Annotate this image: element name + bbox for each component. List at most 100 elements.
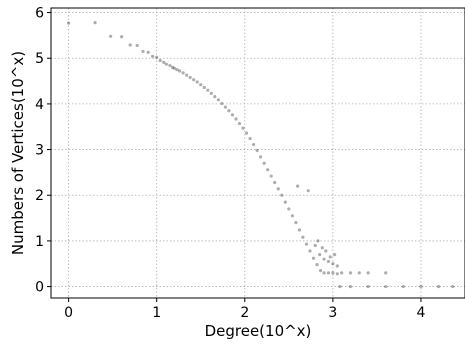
y-tick-label: 6 — [35, 6, 44, 22]
grid — [51, 8, 465, 298]
data-point — [366, 271, 370, 275]
data-point — [244, 131, 249, 135]
y-tick-label: 3 — [35, 143, 44, 159]
data-point — [276, 187, 280, 191]
data-point — [237, 121, 242, 126]
data-point — [326, 271, 331, 275]
data-point — [313, 243, 317, 248]
data-point — [304, 242, 309, 246]
data-point — [199, 83, 203, 87]
data-point — [128, 43, 132, 47]
data-point — [188, 75, 192, 80]
data-point — [170, 65, 175, 69]
x-tick-label: 0 — [64, 305, 73, 321]
data-point — [67, 21, 71, 25]
data-point — [318, 253, 322, 257]
x-tick-label: 1 — [152, 305, 161, 321]
axis-ticks: 0 1 2 3 4 0 1 2 3 4 5 6 — [35, 6, 425, 321]
data-point — [181, 71, 185, 75]
data-point — [335, 264, 339, 268]
data-points — [67, 21, 455, 289]
data-point — [168, 63, 172, 68]
y-axis-title: Numbers of Vertices(10^x) — [9, 51, 27, 255]
data-point — [135, 43, 139, 48]
data-point — [93, 21, 97, 25]
data-point — [241, 126, 245, 130]
data-point — [318, 269, 323, 273]
data-point — [151, 54, 155, 59]
data-point — [252, 142, 256, 147]
data-point — [120, 35, 124, 39]
data-point — [436, 284, 441, 289]
data-point — [192, 78, 196, 82]
data-point — [331, 271, 335, 275]
data-point — [162, 60, 166, 64]
data-point — [223, 105, 228, 109]
data-point — [269, 174, 273, 178]
data-point — [178, 69, 182, 73]
data-point — [315, 263, 319, 267]
data-point — [164, 62, 168, 66]
data-point — [216, 98, 220, 102]
data-point — [259, 155, 263, 159]
data-point — [109, 34, 113, 38]
data-point — [283, 200, 287, 204]
data-point — [287, 207, 291, 211]
data-point — [322, 257, 326, 261]
data-point — [141, 49, 145, 53]
data-point — [348, 271, 353, 275]
data-point — [335, 272, 339, 276]
y-tick-label: 4 — [35, 97, 44, 113]
data-point — [322, 271, 326, 275]
data-point — [227, 109, 231, 113]
data-point — [234, 117, 238, 121]
x-tick-label: 3 — [328, 305, 337, 321]
data-point — [172, 66, 176, 70]
data-point — [297, 228, 301, 232]
data-point — [324, 249, 328, 253]
data-point — [311, 256, 316, 260]
data-point — [255, 148, 259, 153]
y-tick-label: 1 — [35, 234, 44, 250]
x-tick-label: 4 — [416, 305, 425, 321]
y-tick-label: 0 — [35, 280, 44, 296]
data-point — [401, 284, 405, 289]
data-point — [213, 95, 217, 99]
data-point — [294, 221, 298, 225]
data-point — [206, 88, 210, 92]
x-tick-label: 2 — [240, 305, 249, 321]
data-point — [419, 284, 423, 289]
data-point — [340, 271, 344, 275]
data-point — [248, 137, 252, 141]
data-point — [338, 284, 342, 289]
data-point — [158, 58, 162, 63]
data-point — [333, 253, 337, 257]
y-tick-label: 2 — [35, 188, 44, 204]
data-point — [301, 235, 305, 239]
data-point — [146, 50, 150, 54]
data-point — [308, 249, 312, 253]
data-point — [185, 73, 189, 77]
data-point — [331, 262, 335, 266]
data-point — [202, 85, 206, 90]
y-tick-label: 5 — [35, 51, 44, 67]
data-point — [320, 246, 324, 250]
data-point — [290, 214, 294, 218]
data-point — [328, 255, 332, 259]
data-point — [230, 113, 235, 117]
data-point — [266, 168, 270, 172]
data-point — [155, 55, 159, 59]
data-point — [195, 80, 199, 84]
data-point — [209, 91, 213, 95]
data-point — [348, 284, 353, 289]
data-point — [316, 239, 320, 243]
plot-frame — [50, 7, 465, 299]
data-point — [451, 284, 455, 289]
data-point — [273, 180, 277, 185]
data-point — [306, 189, 310, 193]
data-point — [384, 271, 388, 275]
x-axis-title: Degree(10^x) — [205, 322, 312, 340]
data-point — [220, 101, 224, 106]
data-point — [384, 284, 388, 289]
